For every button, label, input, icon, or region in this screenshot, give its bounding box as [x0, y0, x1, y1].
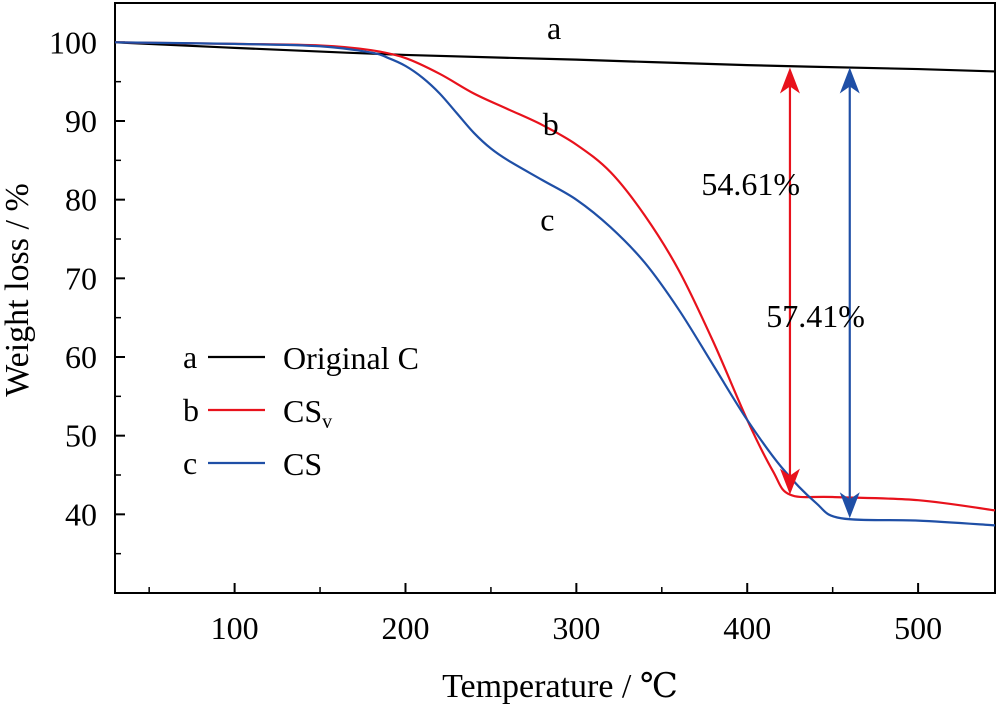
- legend-key: c: [183, 445, 197, 481]
- series-line-b: [114, 41, 996, 512]
- curve-label-b: b: [543, 106, 559, 142]
- annotation-arrowhead-down: [779, 468, 800, 495]
- annotation-arrowhead-up: [779, 67, 800, 94]
- plot-border: [114, 2, 996, 594]
- y-tick-label: 70: [65, 260, 97, 296]
- curve-label-c: c: [540, 201, 554, 237]
- annotation-label: 57.41%: [766, 298, 865, 334]
- y-axis: 40 50 60 70 80 90 100: [49, 2, 125, 555]
- legend-label: CS: [283, 446, 322, 482]
- series-line-c: [114, 41, 996, 527]
- y-tick-label: 40: [65, 496, 97, 532]
- annotation-arrowhead-down: [839, 492, 860, 519]
- x-axis: 100 200 300 400 500: [148, 583, 942, 646]
- y-tick-label: 100: [49, 24, 97, 60]
- y-tick-label: 80: [65, 182, 97, 218]
- y-tick-label: 50: [65, 418, 97, 454]
- legend: a Original C b CSv c CS: [183, 339, 419, 482]
- x-tick-label: 500: [894, 610, 942, 646]
- y-tick-label: 60: [65, 339, 97, 375]
- y-axis-title: Weight loss / %: [0, 183, 36, 397]
- legend-label: Original C: [283, 340, 419, 376]
- legend-label: CSv: [283, 393, 332, 433]
- y-tick-label: 90: [65, 103, 97, 139]
- series-line-a: [114, 41, 996, 73]
- annotation-group: 54.61% 57.41%: [701, 67, 865, 519]
- legend-key: b: [183, 392, 199, 428]
- x-tick-label: 200: [381, 610, 429, 646]
- plot-frame: [114, 2, 996, 594]
- x-tick-label: 300: [552, 610, 600, 646]
- curve-label-a: a: [547, 10, 561, 46]
- x-tick-label: 400: [723, 610, 771, 646]
- x-axis-title: Temperature / ℃: [442, 668, 678, 705]
- series-group: abc: [114, 10, 996, 527]
- x-tick-label: 100: [211, 610, 259, 646]
- legend-key: a: [183, 339, 197, 375]
- annotation-label: 54.61%: [701, 166, 800, 202]
- annotation-arrowhead-up: [839, 67, 860, 94]
